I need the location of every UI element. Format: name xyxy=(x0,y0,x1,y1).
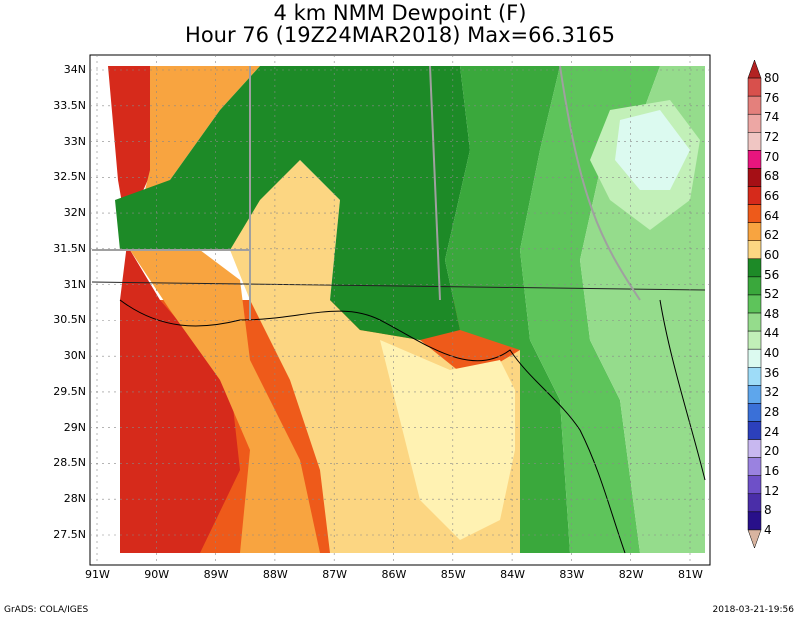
lon-label: 88W xyxy=(262,568,288,581)
lat-label: 33.5N xyxy=(53,98,86,112)
colorbar-label: 60 xyxy=(764,247,780,262)
coastline xyxy=(91,281,706,554)
lon-label: 87W xyxy=(322,568,348,581)
colorbar-swatch xyxy=(747,421,762,440)
colorbar-label: 28 xyxy=(764,405,780,420)
colorbar-label: 64 xyxy=(764,208,780,223)
lon-label: 81W xyxy=(678,568,703,581)
colorbar-swatch xyxy=(747,59,762,79)
lon-label: 82W xyxy=(618,568,644,581)
colorbar-label: 16 xyxy=(764,463,780,478)
colorbar-label: 48 xyxy=(764,306,780,321)
colorbar-label: 8 xyxy=(764,503,772,518)
colorbar-label: 32 xyxy=(764,385,780,400)
lon-label: 91W xyxy=(85,568,110,581)
colorbar-label: 68 xyxy=(764,169,780,184)
colorbar-swatch xyxy=(747,312,762,332)
lat-label: 32N xyxy=(63,206,86,220)
colorbar-swatch xyxy=(747,493,762,513)
lat-label: 30N xyxy=(63,349,86,363)
lat-label: 32.5N xyxy=(53,170,86,184)
colorbar-swatch xyxy=(747,95,762,115)
very-warm-region xyxy=(108,66,240,553)
colorbar-swatch xyxy=(747,204,762,223)
colorbar-swatch xyxy=(747,168,762,187)
colorbar-swatch xyxy=(747,294,762,314)
lon-label: 90W xyxy=(144,568,170,581)
colorbar-label: 72 xyxy=(764,130,780,144)
colorbar-swatch xyxy=(747,529,762,549)
colorbar-swatch xyxy=(747,511,762,531)
colorbar-swatch xyxy=(747,403,762,422)
state-borders xyxy=(92,65,641,320)
footer-left: GrADS: COLA/IGES xyxy=(4,605,89,615)
map-title-line1: 4 km NMM Dewpoint (F) xyxy=(273,1,527,25)
colorbar-label: 70 xyxy=(764,149,780,164)
lat-label: 29.5N xyxy=(53,384,86,398)
colorbar-swatch xyxy=(747,475,762,495)
colorbar-swatch xyxy=(747,348,762,368)
lat-label: 30.5N xyxy=(53,313,86,327)
colorbar-label: 74 xyxy=(764,110,780,125)
mid-green-region xyxy=(520,66,660,553)
colorbar-label: 80 xyxy=(764,71,780,86)
colorbar-label: 44 xyxy=(764,326,780,341)
cyan-region xyxy=(615,110,690,190)
colorbar-label: 66 xyxy=(764,188,780,203)
colorbar-swatch xyxy=(747,240,762,260)
lat-label: 28N xyxy=(63,492,86,506)
dark-green-region xyxy=(115,66,470,340)
colorbar-label: 40 xyxy=(764,346,780,361)
colorbar-swatch xyxy=(747,330,762,350)
colorbar-swatch xyxy=(747,276,762,296)
lon-label: 83W xyxy=(559,568,585,581)
colorbar xyxy=(747,59,762,549)
lat-label: 29N xyxy=(63,420,86,434)
lat-label: 27.5N xyxy=(53,528,86,541)
lat-label: 31.5N xyxy=(53,241,86,255)
colorbar-swatch xyxy=(747,385,762,404)
colorbar-swatch xyxy=(747,186,762,205)
lat-lon-grid xyxy=(90,55,710,565)
pale-region xyxy=(380,340,515,540)
orange-region xyxy=(130,66,320,553)
lon-label: 86W xyxy=(381,568,407,581)
colorbar-label: 56 xyxy=(764,267,780,282)
footer-right: 2018-03-21-19:56 xyxy=(712,605,795,615)
colorbar-label: 36 xyxy=(764,365,780,380)
colorbar-label: 12 xyxy=(764,483,780,498)
dewpoint-field xyxy=(108,66,705,553)
colorbar-label: 24 xyxy=(764,424,780,439)
lat-label: 31N xyxy=(63,277,86,291)
lat-label: 33N xyxy=(63,134,86,148)
colorbar-swatch xyxy=(747,439,762,458)
lat-label: 28.5N xyxy=(53,456,86,470)
lon-label: 84W xyxy=(500,568,525,581)
colorbar-swatch xyxy=(747,150,762,169)
colorbar-label: 76 xyxy=(764,90,780,105)
map-title-line2: Hour 76 (19Z24MAR2018) Max=66.3165 xyxy=(185,23,615,47)
colorbar-swatch xyxy=(747,258,762,278)
lon-label: 85W xyxy=(440,568,466,581)
colorbar-label: 62 xyxy=(764,228,780,243)
colorbar-swatch xyxy=(747,113,762,133)
lat-label: 34N xyxy=(63,63,86,76)
colorbar-label: 52 xyxy=(764,287,780,302)
colorbar-label: 4 xyxy=(764,522,772,537)
colorbar-swatch xyxy=(747,367,762,386)
colorbar-swatch xyxy=(747,222,762,241)
lon-label: 89W xyxy=(203,568,229,581)
colorbar-swatch xyxy=(747,77,762,97)
colorbar-swatch xyxy=(747,132,762,151)
colorbar-swatch xyxy=(747,457,762,476)
colorbar-label: 20 xyxy=(764,444,780,459)
green-region xyxy=(445,66,570,553)
